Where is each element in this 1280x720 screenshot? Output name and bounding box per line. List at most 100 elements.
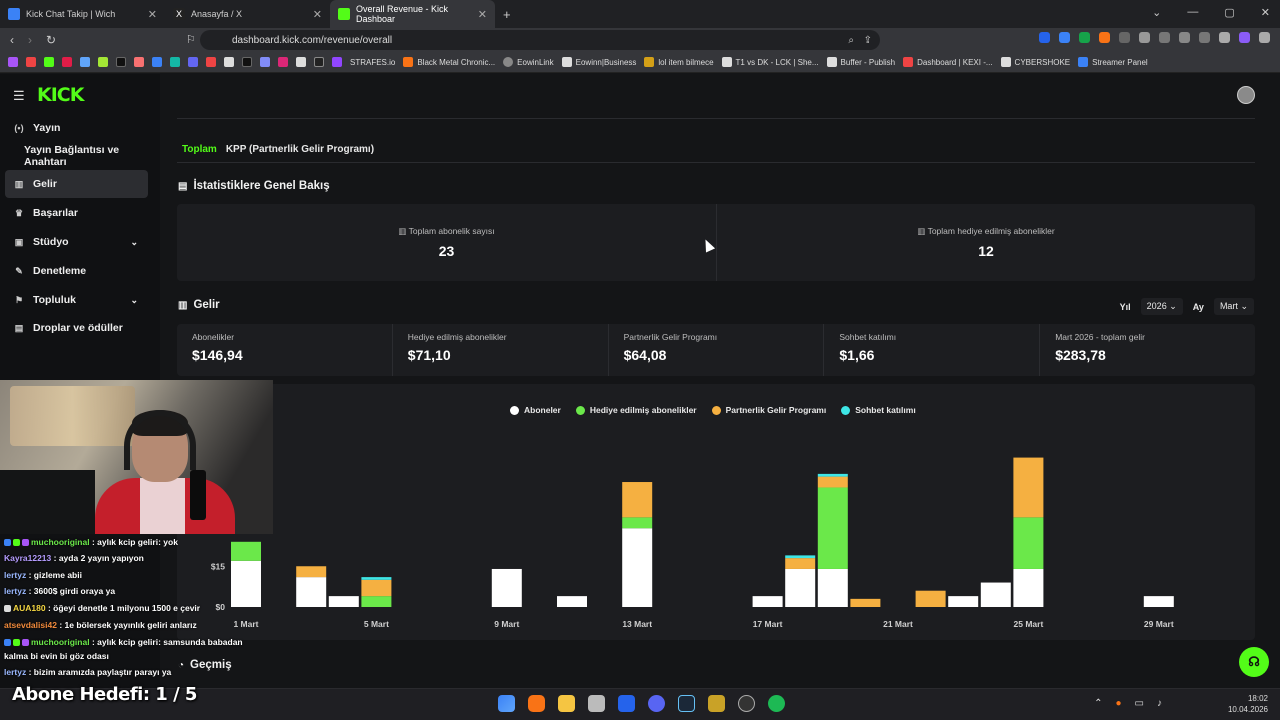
bookmark-icon[interactable]: ⚐ <box>186 34 196 46</box>
avatar[interactable] <box>1237 86 1255 104</box>
bar-segment[interactable] <box>817 568 848 607</box>
reload-icon[interactable]: ↻ <box>46 33 57 47</box>
kick-logo[interactable]: KICK <box>37 84 84 106</box>
bookmark-cybershoke[interactable]: CYBERSHOKE <box>1000 57 1070 67</box>
bar-segment[interactable] <box>1143 596 1174 607</box>
extension-icon[interactable] <box>1039 32 1050 43</box>
extension-icon[interactable] <box>1079 32 1090 43</box>
bar-segment[interactable] <box>785 555 816 559</box>
legend-item[interactable]: Aboneler <box>510 405 561 415</box>
extension-icon[interactable] <box>1099 32 1110 43</box>
bookmark-icon[interactable] <box>188 57 198 67</box>
bookmark-buffer[interactable]: Buffer - Publish <box>826 57 895 67</box>
shield-icon[interactable] <box>1219 32 1230 43</box>
app-icon[interactable] <box>618 695 635 712</box>
obs-icon[interactable] <box>738 695 755 712</box>
close-tab-icon[interactable]: ✕ <box>147 8 157 21</box>
close-window-icon[interactable]: ✕ <box>1260 7 1270 19</box>
twitch-icon[interactable] <box>332 57 342 67</box>
bookmark-eowinnbusiness[interactable]: Eowinn|Business <box>561 57 636 67</box>
vpn-icon[interactable] <box>1239 32 1250 43</box>
sidebar-item-moderation[interactable]: ✎ Denetleme <box>5 257 148 285</box>
sidebar-item-stream-key[interactable]: Yayın Bağlantısı ve Anahtarı <box>5 142 148 170</box>
bookmark-icon[interactable] <box>134 57 144 67</box>
bar-segment[interactable] <box>622 482 653 518</box>
bookmark-icon[interactable] <box>8 57 18 67</box>
bar-segment[interactable] <box>622 528 653 607</box>
bar-segment[interactable] <box>361 577 392 580</box>
bar-segment[interactable] <box>817 476 848 488</box>
bar-segment[interactable] <box>915 590 946 607</box>
bar-segment[interactable] <box>850 598 881 607</box>
bar-segment[interactable] <box>785 558 816 569</box>
bar-segment[interactable] <box>328 596 359 607</box>
maximize-icon[interactable]: ▢ <box>1224 7 1235 19</box>
bookmark-icon[interactable] <box>314 57 324 67</box>
bar-segment[interactable] <box>752 596 783 607</box>
puzzle-icon[interactable] <box>1119 32 1130 43</box>
bookmark-strafes[interactable]: STRAFES.io <box>350 58 395 67</box>
url-bar[interactable]: dashboard.kick.com/revenue/overall ⌕ ⇪ <box>200 30 880 50</box>
tab-total[interactable]: Toplam <box>182 144 217 155</box>
sidebar-item-broadcast[interactable]: (•) Yayın <box>5 114 148 142</box>
browser-tab-x[interactable]: X Anasayfa / X ✕ <box>165 0 330 28</box>
tiktok-icon[interactable] <box>116 57 126 67</box>
chevron-up-icon[interactable]: ⌃ <box>1094 698 1103 709</box>
back-icon[interactable]: ‹ <box>10 33 14 47</box>
bar-segment[interactable] <box>1013 568 1044 607</box>
kick-icon[interactable] <box>44 57 54 67</box>
bookmark-t1dk[interactable]: T1 vs DK - LCK | She... <box>721 57 819 67</box>
bookmark-icon[interactable] <box>260 57 270 67</box>
bookmark-icon[interactable] <box>98 57 108 67</box>
bar-segment[interactable] <box>231 541 261 561</box>
new-tab-icon[interactable]: + <box>503 6 511 22</box>
sidebar-item-drops[interactable]: ▤ Droplar ve ödüller <box>5 314 148 342</box>
bar-segment[interactable] <box>622 517 653 529</box>
youtube-icon[interactable] <box>26 57 36 67</box>
legend-item[interactable]: Sohbet katılımı <box>841 405 916 415</box>
spotify-icon[interactable] <box>768 695 785 712</box>
bar-segment[interactable] <box>817 487 848 569</box>
bar-segment[interactable] <box>1013 457 1044 518</box>
bar-segment[interactable] <box>980 582 1011 607</box>
bookmark-icon[interactable] <box>224 57 234 67</box>
sidebar-item-revenue[interactable]: ▥ Gelir <box>5 170 148 198</box>
browser-tab-chat[interactable]: Kick Chat Takip | Wich ✕ <box>0 0 165 28</box>
microphone-icon[interactable]: ● <box>1115 698 1122 709</box>
bookmark-icon[interactable] <box>206 57 216 67</box>
bar-segment[interactable] <box>557 596 587 607</box>
bar-segment[interactable] <box>785 568 816 607</box>
bookmark-lolitem[interactable]: lol item bilmece <box>644 57 714 67</box>
menu-icon[interactable] <box>1259 32 1270 43</box>
chevron-down-icon[interactable]: ⌄ <box>1152 7 1162 19</box>
zoom-icon[interactable]: ⌕ <box>848 34 854 46</box>
bar-segment[interactable] <box>361 579 392 597</box>
close-tab-icon[interactable]: ✕ <box>312 8 322 21</box>
year-select[interactable]: 2026 ⌄ <box>1140 298 1183 315</box>
volume-icon[interactable]: ♪ <box>1157 698 1162 709</box>
sidebar-item-community[interactable]: ⚑ Topluluk ⌄ <box>5 286 148 314</box>
discord-icon[interactable] <box>648 695 665 712</box>
taskbar-clock[interactable]: 18:02 10.04.2026 <box>1228 693 1268 715</box>
month-select[interactable]: Mart ⌄ <box>1213 298 1254 315</box>
wallet-icon[interactable] <box>1199 32 1210 43</box>
bar-segment[interactable] <box>296 566 327 578</box>
bar-segment[interactable] <box>1013 517 1044 569</box>
tab-kpp[interactable]: KPP (Partnerlik Gelir Programı) <box>225 144 375 155</box>
bar-segment[interactable] <box>817 473 848 477</box>
folder-icon[interactable] <box>558 695 575 712</box>
minimize-icon[interactable]: — <box>1187 6 1199 18</box>
extension-icon[interactable] <box>1059 32 1070 43</box>
brave-icon[interactable] <box>528 695 545 712</box>
browser-tab-revenue[interactable]: Overall Revenue - Kick Dashboar ✕ <box>330 0 495 28</box>
monitor-icon[interactable]: ▭ <box>1134 698 1144 709</box>
sidebar-item-achievements[interactable]: ♛ Başarılar <box>5 199 148 227</box>
instagram-icon[interactable] <box>278 57 288 67</box>
bookmark-icon[interactable] <box>152 57 162 67</box>
support-chat-button[interactable]: ☊ <box>1239 647 1269 677</box>
legend-item[interactable]: Hediye edilmiş abonelikler <box>575 405 697 415</box>
bookmark-streamerpanel[interactable]: Streamer Panel <box>1078 57 1148 67</box>
share-icon[interactable]: ⇪ <box>863 34 872 46</box>
bookmark-icon[interactable] <box>170 57 180 67</box>
bookmark-eowinlink[interactable]: EowinLink <box>503 57 554 67</box>
